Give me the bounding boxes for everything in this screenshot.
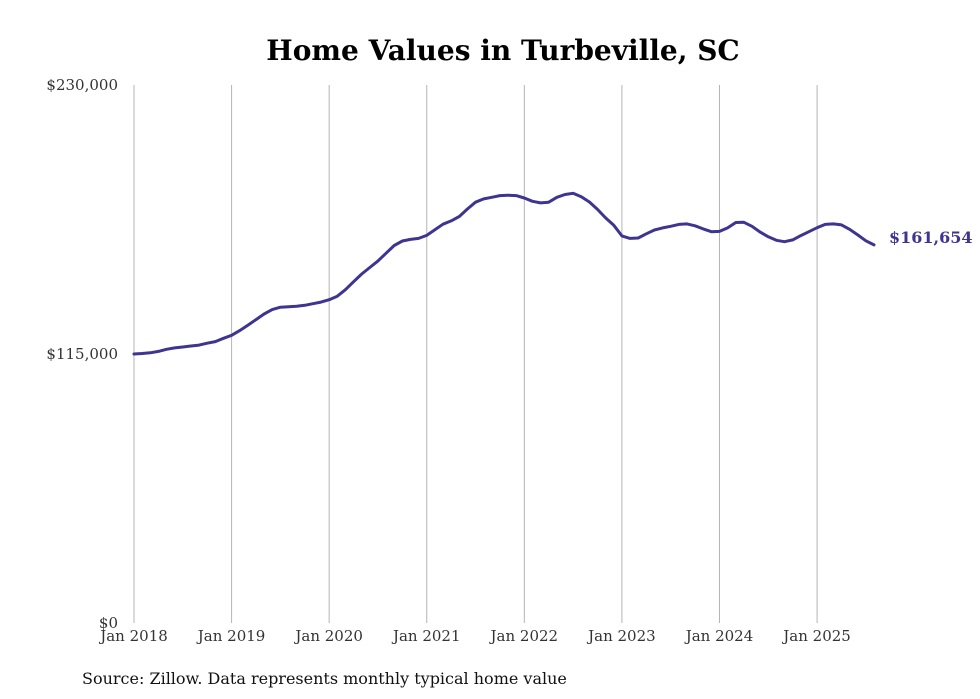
end-value-label: $161,654 xyxy=(889,228,973,247)
series-line xyxy=(132,191,876,356)
y-tick-label: $115,000 xyxy=(46,345,118,363)
x-tick-label: Jan 2019 xyxy=(196,627,266,645)
x-tick-label: Jan 2022 xyxy=(489,627,559,645)
gridlines xyxy=(133,85,818,623)
y-axis-ticks: $0 $115,000 $230,000 xyxy=(46,76,118,632)
x-tick-label: Jan 2020 xyxy=(293,627,363,645)
x-tick-label: Jan 2025 xyxy=(781,627,851,645)
x-tick-label: Jan 2021 xyxy=(391,627,461,645)
y-tick-label: $230,000 xyxy=(46,76,118,94)
x-axis-ticks: Jan 2018 Jan 2019 Jan 2020 Jan 2021 Jan 2022… xyxy=(98,627,851,645)
series-layer xyxy=(132,191,876,356)
x-tick-label: Jan 2024 xyxy=(684,627,754,645)
chart-title: Home Values in Turbeville, SC xyxy=(266,34,739,67)
y-tick-label: $0 xyxy=(99,614,118,632)
source-note: Source: Zillow. Data represents monthly … xyxy=(82,669,567,688)
x-tick-label: Jan 2023 xyxy=(586,627,656,645)
x-tick-label: Jan 2018 xyxy=(98,627,168,645)
